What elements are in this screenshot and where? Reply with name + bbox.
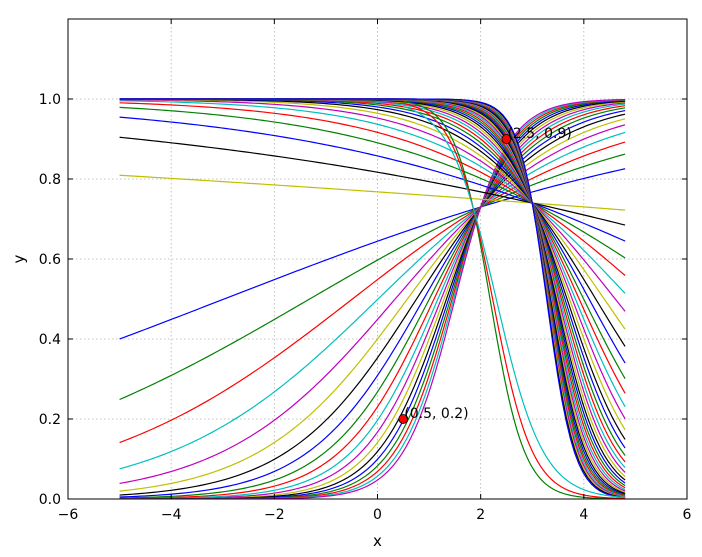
points: (0.5, 0.2) (2.5, 0.9)	[398, 126, 572, 424]
series-line	[119, 141, 626, 444]
x-tick-label: −2	[264, 507, 285, 523]
series-line	[403, 105, 626, 498]
x-tick-label: 0	[373, 507, 382, 523]
annotation-point	[398, 414, 409, 424]
series-line	[119, 109, 626, 498]
x-tick-label: −4	[161, 507, 182, 523]
series-line	[119, 168, 626, 340]
annotation-label: (2.5, 0.9)	[507, 126, 571, 142]
x-tick-label: 2	[476, 507, 485, 523]
series-line	[403, 100, 626, 499]
series-line	[119, 113, 626, 496]
x-tick-label: 4	[579, 507, 588, 523]
ticks: −6 −4 −2 0 2 4 6 0.0 0.2 0.4 0.6 0.8 1.0	[39, 19, 692, 523]
x-tick-label: −6	[58, 507, 79, 523]
series-line	[119, 136, 626, 226]
series-line	[119, 107, 626, 499]
y-tick-label: 0.4	[39, 332, 61, 348]
y-tick-label: 0.6	[39, 252, 61, 268]
series-line	[119, 105, 626, 499]
series-line	[119, 100, 626, 294]
series-line	[119, 99, 626, 312]
y-tick-label: 1.0	[39, 92, 61, 108]
annotation-point	[501, 134, 512, 144]
series-line	[119, 124, 626, 485]
y-tick-label: 0.8	[39, 172, 61, 188]
y-tick-label: 0.2	[39, 412, 61, 428]
series-line	[119, 153, 626, 401]
y-axis-label: y	[10, 254, 28, 263]
series-line	[119, 116, 626, 242]
series-line	[119, 118, 626, 492]
series-line	[119, 106, 626, 259]
series-line	[403, 102, 626, 499]
series-line	[119, 102, 626, 276]
x-tick-label: 6	[683, 507, 692, 523]
annotation-label: (0.5, 0.2)	[404, 406, 468, 422]
series-line	[119, 98, 626, 499]
series-line	[119, 103, 626, 499]
series-line	[119, 131, 626, 470]
y-tick-label: 0.0	[39, 492, 61, 508]
series-line	[119, 174, 626, 211]
x-axis-label: x	[373, 532, 382, 550]
